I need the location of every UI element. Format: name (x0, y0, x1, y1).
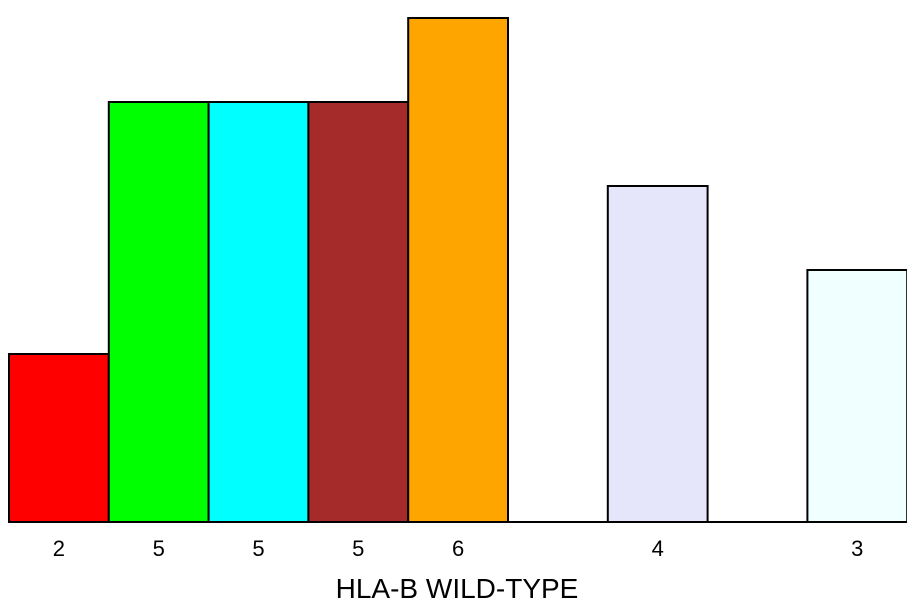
bar-1 (107, 101, 210, 523)
bars-group (8, 17, 907, 523)
x-axis-label: HLA-B WILD-TYPE (336, 573, 579, 604)
tick-label-0: 2 (53, 536, 65, 561)
bar-3 (307, 101, 410, 523)
tick-label-4: 6 (452, 536, 464, 561)
bar-6 (806, 269, 907, 523)
bar-0 (8, 353, 110, 523)
tick-label-2: 5 (252, 536, 264, 561)
tick-label-1: 5 (153, 536, 165, 561)
tick-labels-group: 2 5 5 5 6 4 3 (53, 536, 864, 561)
tick-label-5: 4 (652, 536, 664, 561)
bar-2 (207, 101, 310, 523)
bar-5 (606, 185, 709, 523)
bar-4 (407, 17, 510, 523)
tick-label-3: 5 (352, 536, 364, 561)
tick-label-6: 3 (851, 536, 863, 561)
